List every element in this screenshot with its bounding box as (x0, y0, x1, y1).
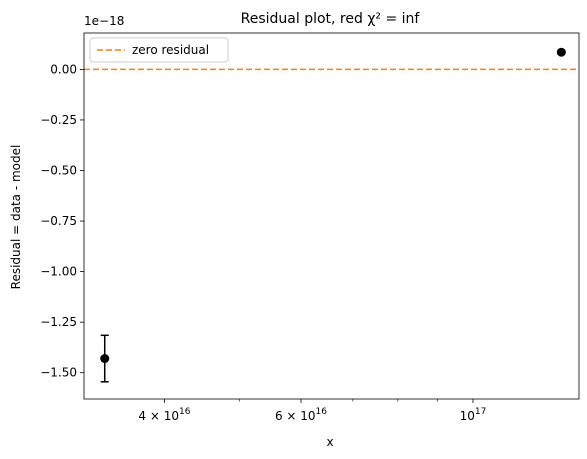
axes-frame (83, 32, 580, 400)
plot-area: 0.00 −0.25 −0.50 −0.75 −1.00 −1.25 −1.50 4 × 10… (40, 32, 580, 423)
legend-box (89, 37, 229, 63)
x-tick-label-1: 6 × 1016 (275, 407, 327, 423)
y-tick-label-0: 0.00 (50, 62, 77, 76)
chart-title: Residual plot, red χ² = inf (241, 11, 421, 27)
x-tick-label-0: 4 × 1016 (138, 407, 190, 423)
data-point-0 (100, 354, 110, 364)
y-tick-label-4: −1.00 (40, 265, 77, 279)
y-tick-label-2: −0.50 (40, 164, 77, 178)
y-offset-label: 1e−18 (84, 14, 124, 28)
y-tick-label-1: −0.25 (40, 113, 77, 127)
y-tick-label-5: −1.25 (40, 315, 77, 329)
x-tick-label-2: 1017 (460, 407, 487, 423)
data-point-1 (556, 47, 566, 57)
y-tick-label-6: −1.50 (40, 366, 77, 380)
y-tick-label-3: −0.75 (40, 214, 77, 228)
y-axis-label: Residual = data - model (9, 145, 23, 290)
legend: zero residual (89, 37, 229, 63)
x-axis-label: x (326, 435, 333, 449)
legend-label: zero residual (132, 43, 209, 57)
